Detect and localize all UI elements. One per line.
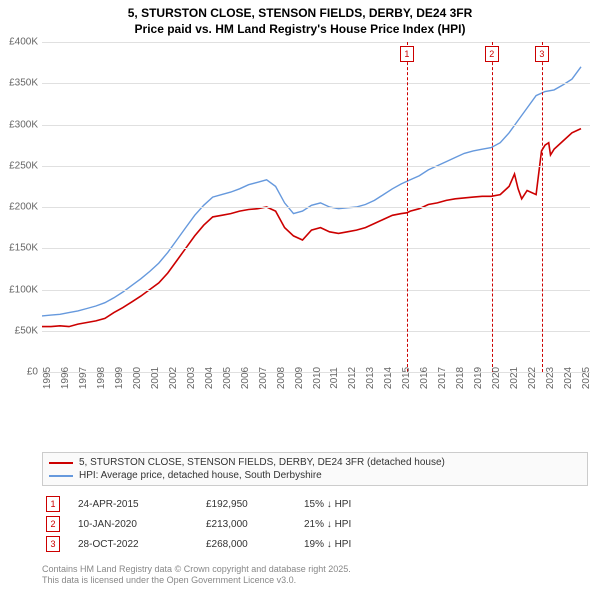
footnote: Contains HM Land Registry data © Crown c… (42, 564, 588, 587)
event-marker-line (542, 42, 543, 372)
event-row-delta: 21% ↓ HPI (304, 519, 404, 530)
gridline (42, 207, 590, 208)
x-axis-label: 2016 (419, 367, 430, 389)
event-marker-line (407, 42, 408, 372)
gridline (42, 331, 590, 332)
gridline (42, 290, 590, 291)
event-row-price: £192,950 (206, 499, 286, 510)
y-axis-label: £0 (27, 367, 38, 378)
y-axis-label: £100K (9, 284, 38, 295)
event-row-number: 1 (46, 496, 60, 512)
gridline (42, 83, 590, 84)
x-axis-label: 1998 (96, 367, 107, 389)
x-axis-label: 2014 (383, 367, 394, 389)
y-axis-label: £350K (9, 78, 38, 89)
gridline (42, 166, 590, 167)
event-row-price: £213,000 (206, 519, 286, 530)
legend-swatch (49, 475, 73, 477)
event-row-date: 24-APR-2015 (78, 499, 188, 510)
plot-region: £0£50K£100K£150K£200K£250K£300K£350K£400… (42, 42, 590, 372)
x-axis-label: 2006 (240, 367, 251, 389)
event-row: 2 10-JAN-2020 £213,000 21% ↓ HPI (42, 514, 588, 534)
x-axis-label: 2024 (563, 367, 574, 389)
x-axis-label: 2010 (312, 367, 323, 389)
gridline (42, 42, 590, 43)
x-axis-label: 2005 (222, 367, 233, 389)
x-axis-label: 2013 (365, 367, 376, 389)
x-axis-label: 1996 (60, 367, 71, 389)
gridline (42, 248, 590, 249)
x-axis-label: 2025 (581, 367, 592, 389)
event-row-number: 3 (46, 536, 60, 552)
x-axis-label: 2012 (347, 367, 358, 389)
x-axis-label: 2004 (204, 367, 215, 389)
x-axis-label: 2017 (437, 367, 448, 389)
event-row: 1 24-APR-2015 £192,950 15% ↓ HPI (42, 494, 588, 514)
footnote-line-2: This data is licensed under the Open Gov… (42, 575, 588, 586)
legend-swatch (49, 462, 73, 464)
x-axis-label: 2000 (132, 367, 143, 389)
legend-row: 5, STURSTON CLOSE, STENSON FIELDS, DERBY… (49, 456, 581, 469)
footnote-line-1: Contains HM Land Registry data © Crown c… (42, 564, 588, 575)
y-axis-label: £200K (9, 202, 38, 213)
x-axis-label: 1997 (78, 367, 89, 389)
event-marker-line (492, 42, 493, 372)
x-axis-label: 2021 (509, 367, 520, 389)
event-marker-box: 3 (535, 46, 549, 62)
x-axis-label: 2001 (150, 367, 161, 389)
x-axis-label: 2022 (527, 367, 538, 389)
y-axis-label: £400K (9, 37, 38, 48)
x-axis-label: 2011 (329, 367, 340, 389)
x-axis-label: 2007 (258, 367, 269, 389)
x-axis-label: 2008 (276, 367, 287, 389)
series-hpi (42, 67, 581, 316)
legend: 5, STURSTON CLOSE, STENSON FIELDS, DERBY… (42, 452, 588, 486)
event-marker-box: 1 (400, 46, 414, 62)
title-line-1: 5, STURSTON CLOSE, STENSON FIELDS, DERBY… (0, 6, 600, 22)
event-marker-box: 2 (485, 46, 499, 62)
event-row: 3 28-OCT-2022 £268,000 19% ↓ HPI (42, 534, 588, 554)
chart-title: 5, STURSTON CLOSE, STENSON FIELDS, DERBY… (0, 0, 600, 37)
x-axis-label: 2019 (473, 367, 484, 389)
gridline (42, 125, 590, 126)
legend-label: HPI: Average price, detached house, Sout… (79, 470, 322, 481)
x-axis-label: 2002 (168, 367, 179, 389)
event-row-delta: 15% ↓ HPI (304, 499, 404, 510)
series-price_paid (42, 129, 581, 327)
x-axis-label: 1999 (114, 367, 125, 389)
x-axis-label: 1995 (42, 367, 53, 389)
events-table: 1 24-APR-2015 £192,950 15% ↓ HPI 2 10-JAN-202… (42, 494, 588, 554)
y-axis-label: £50K (15, 325, 38, 336)
y-axis-label: £250K (9, 160, 38, 171)
y-axis-label: £300K (9, 119, 38, 130)
legend-row: HPI: Average price, detached house, Sout… (49, 469, 581, 482)
legend-label: 5, STURSTON CLOSE, STENSON FIELDS, DERBY… (79, 457, 445, 468)
event-row-date: 10-JAN-2020 (78, 519, 188, 530)
x-axis-label: 2003 (186, 367, 197, 389)
chart-area: £0£50K£100K£150K£200K£250K£300K£350K£400… (42, 42, 590, 410)
event-row-date: 28-OCT-2022 (78, 539, 188, 550)
event-row-price: £268,000 (206, 539, 286, 550)
event-row-delta: 19% ↓ HPI (304, 539, 404, 550)
x-axis-label: 2009 (294, 367, 305, 389)
x-axis-label: 2023 (545, 367, 556, 389)
y-axis-label: £150K (9, 243, 38, 254)
event-row-number: 2 (46, 516, 60, 532)
x-axis-label: 2018 (455, 367, 466, 389)
x-axis-label: 2020 (491, 367, 502, 389)
x-axis-label: 2015 (401, 367, 412, 389)
title-line-2: Price paid vs. HM Land Registry's House … (0, 22, 600, 38)
